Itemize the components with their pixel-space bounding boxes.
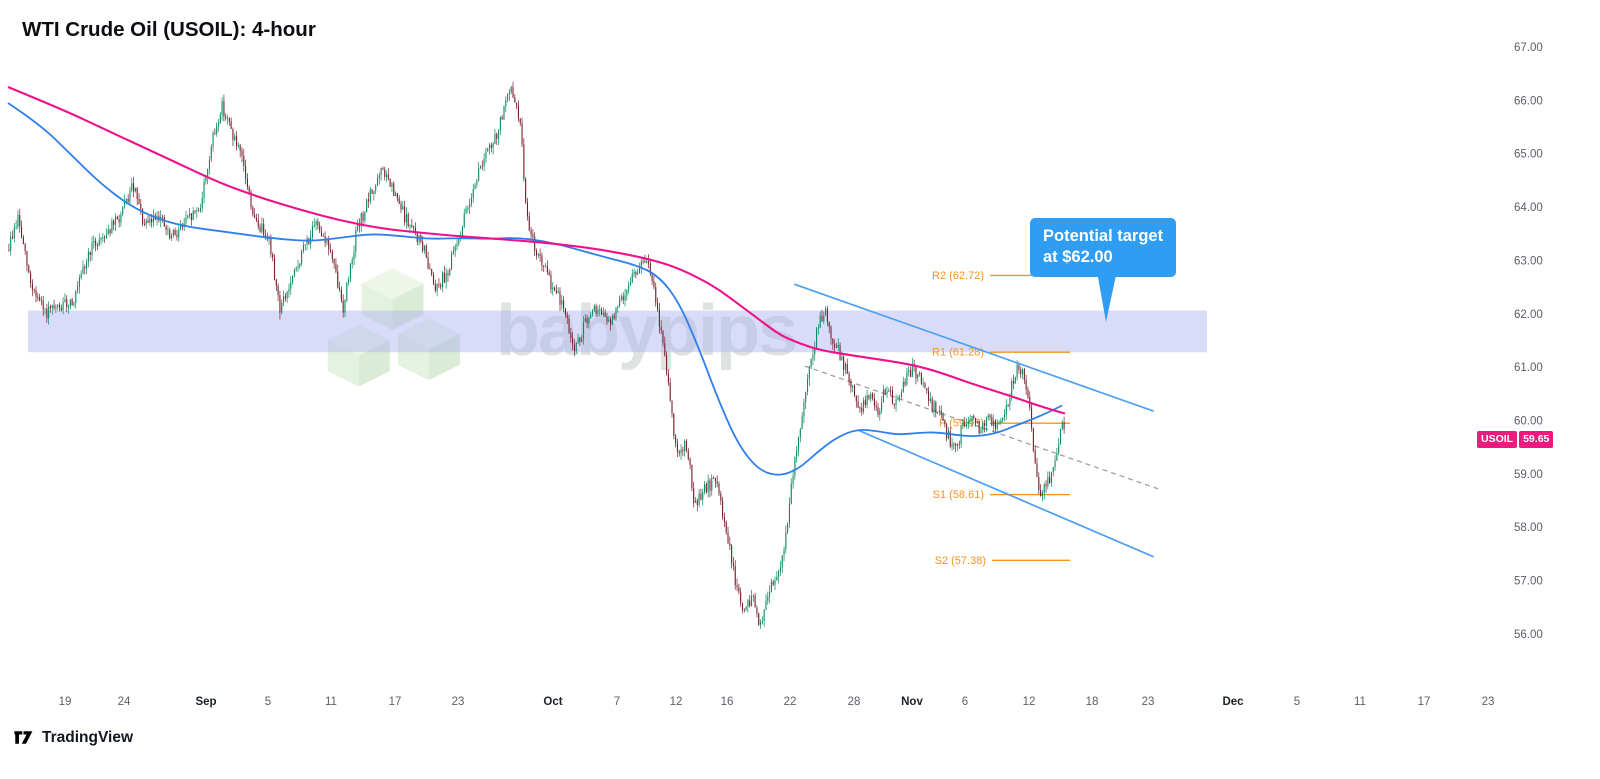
x-axis-label: 17	[1418, 696, 1431, 708]
pivot-label: S1 (58.61)	[933, 489, 984, 501]
x-axis-label: 5	[1294, 696, 1300, 708]
callout-line2: at $62.00	[1043, 248, 1113, 267]
pivot-label: S2 (57.38)	[935, 555, 986, 567]
y-axis-label: 65.00	[1514, 149, 1543, 161]
support-zone[interactable]	[28, 310, 1207, 353]
x-axis-label: 11	[325, 696, 337, 708]
y-axis[interactable]: 67.00 66.00 65.00 64.00 63.00 62.00 61.00 60.00…	[1514, 42, 1543, 641]
x-axis-label: 5	[265, 696, 271, 708]
candlestick-series	[8, 81, 1065, 629]
y-axis-label: 61.00	[1514, 362, 1543, 374]
x-axis-label: Oct	[543, 696, 562, 708]
x-axis-label: 17	[389, 696, 402, 708]
x-axis-label: 6	[962, 696, 968, 708]
price-label-symbol: USOIL	[1477, 431, 1518, 448]
x-axis-label: Sep	[195, 696, 216, 708]
x-axis-label: 12	[1023, 696, 1036, 708]
price-label-value: 59.65	[1519, 431, 1554, 448]
target-callout[interactable]: Potential target at $62.00	[1030, 218, 1177, 277]
x-axis-label: 11	[1354, 696, 1366, 708]
last-price-label: USOIL 59.65	[1477, 431, 1554, 448]
pink-ma-line[interactable]	[7, 86, 1066, 415]
watermark-text: babypips	[496, 291, 798, 371]
y-axis-label: 58.00	[1514, 522, 1543, 534]
y-axis-label: 66.00	[1514, 95, 1543, 107]
y-axis-label: 67.00	[1514, 42, 1543, 54]
y-axis-label: 57.00	[1514, 576, 1543, 588]
x-axis-label: Dec	[1222, 696, 1244, 708]
pivot-label: R2 (62.72)	[932, 270, 984, 282]
x-axis-label: 23	[1482, 696, 1495, 708]
x-axis-label: 24	[118, 696, 131, 708]
x-axis-label: 19	[59, 696, 72, 708]
tradingview-attribution[interactable]: TradingView	[12, 726, 133, 749]
babypips-cubes-icon	[327, 268, 460, 387]
pivot-levels: R2 (62.72) R1 (61.28) P (59.95) S1 (58.61) S…	[932, 270, 1070, 567]
pivot-label: R1 (61.28)	[932, 347, 984, 359]
y-axis-label: 62.00	[1514, 309, 1543, 321]
x-axis-label: 22	[784, 696, 797, 708]
upper-channel-line[interactable]	[794, 283, 1154, 412]
chart-title: WTI Crude Oil (USOIL): 4-hour	[22, 18, 316, 41]
tradingview-brand: TradingView	[42, 728, 134, 746]
x-axis-label: 23	[452, 696, 465, 708]
x-axis-label: 12	[670, 696, 683, 708]
x-axis-label: 23	[1142, 696, 1155, 708]
x-axis-label: 16	[721, 696, 734, 708]
callout-pointer	[1096, 266, 1118, 322]
babypips-watermark: babypips	[315, 252, 798, 410]
x-axis[interactable]: 19 24 Sep 5 11 17 23 Oct 7 12 16 22 28 Nov 6 12 18 23 Dec 5…	[59, 696, 1495, 708]
tradingview-logo-icon	[14, 731, 33, 744]
callout-line1: Potential target	[1043, 227, 1164, 245]
y-axis-label: 64.00	[1514, 202, 1543, 214]
blue-ma-line[interactable]	[7, 102, 1063, 476]
y-axis-label: 60.00	[1514, 416, 1543, 428]
y-axis-label: 63.00	[1514, 255, 1543, 267]
lower-channel-line[interactable]	[857, 429, 1154, 558]
y-axis-label: 56.00	[1514, 629, 1543, 641]
x-axis-label: 7	[614, 696, 620, 708]
pivot-label: P (59.95)	[939, 418, 984, 430]
y-axis-label: 59.00	[1514, 469, 1543, 481]
x-axis-label: 28	[848, 696, 861, 708]
x-axis-label: Nov	[901, 696, 923, 708]
x-axis-label: 18	[1086, 696, 1099, 708]
